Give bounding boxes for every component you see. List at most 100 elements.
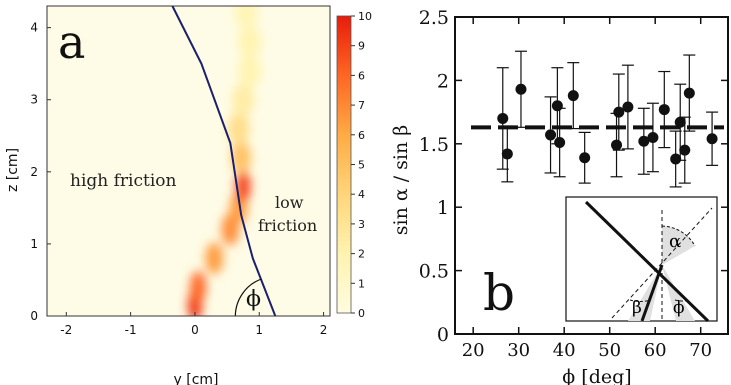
- inset-phi-label: ϕ: [673, 298, 685, 318]
- panel-a-frame: [46, 5, 331, 317]
- panel-b-label: b: [483, 264, 515, 322]
- point-marker-11: [638, 135, 650, 147]
- point-marker-12: [647, 131, 659, 143]
- data-points: [496, 50, 719, 188]
- colorbar: [336, 15, 352, 314]
- colorbar-tick-label-3: 3: [358, 218, 365, 231]
- data-point-14: [669, 130, 682, 188]
- data-point-12: [646, 102, 659, 173]
- phi-angle-arc: [234, 278, 262, 317]
- panel-b-x-label: ϕ [deg]: [562, 366, 631, 385]
- b-y-tick-label-5: 2.5: [419, 7, 449, 29]
- heat-blob-5: [235, 170, 251, 203]
- data-point-13: [658, 70, 671, 149]
- b-y-tick-label-0: 0: [437, 324, 449, 346]
- a-x-tick-label-3: 1: [255, 323, 263, 337]
- b-y-tick-label-1: 0.5: [419, 261, 449, 283]
- heat-blob-9: [237, 54, 262, 87]
- a-y-tick-label-4: 4: [30, 21, 38, 35]
- data-point-18: [706, 111, 719, 166]
- inset-alpha-arc: [661, 225, 696, 247]
- b-y-tick-label-3: 1.5: [419, 134, 449, 156]
- annotation-friction: friction: [258, 216, 317, 235]
- data-point-11: [637, 107, 650, 175]
- panel-a-x-ticks: -2 -1 0 1 2: [60, 312, 327, 337]
- inset-diagram: α β ϕ: [565, 196, 718, 323]
- point-marker-14: [670, 153, 682, 165]
- heat-blob-6: [231, 141, 252, 174]
- point-marker-1: [501, 148, 513, 160]
- panel-a: -2 -1 0 1 2 0 1 2 3 4 a y [cm] z [cm] high frict…: [5, 5, 372, 385]
- a-y-tick-label-0: 0: [30, 309, 38, 323]
- a-y-tick-label-2: 2: [30, 165, 38, 179]
- point-marker-10: [622, 101, 634, 113]
- inset-incident-ray: [640, 264, 664, 322]
- a-y-tick-label-1: 1: [30, 237, 38, 251]
- data-point-9: [612, 73, 625, 151]
- colorbar-tick-label-6: 6: [358, 129, 365, 142]
- heatmap-background: [47, 6, 330, 316]
- point-marker-18: [706, 133, 718, 145]
- a-x-tick-label-4: 2: [320, 323, 328, 337]
- heat-blob-2: [205, 242, 224, 275]
- panel-b: 20 30 40 50 60 70 0 0.5 1 1.5 2 2.5 b ϕ [deg] sin …: [390, 7, 729, 385]
- colorbar-tick-label-4: 4: [358, 188, 365, 201]
- point-marker-16: [679, 144, 691, 156]
- a-x-tick-label-0: -2: [60, 323, 72, 337]
- panel-b-x-ticks: 20 30 40 50 60 70: [462, 17, 712, 361]
- data-point-7: [578, 131, 591, 184]
- data-point-3: [544, 96, 557, 174]
- annotation-high-friction: high friction: [70, 171, 177, 191]
- friction-interface-line: [171, 5, 277, 317]
- point-marker-0: [497, 112, 509, 124]
- point-marker-8: [611, 139, 623, 151]
- point-marker-3: [545, 129, 557, 141]
- point-marker-15: [674, 116, 686, 128]
- panel-a-x-label: y [cm]: [174, 372, 219, 385]
- heat-blob-11: [234, 6, 259, 30]
- a-x-tick-label-2: 0: [191, 323, 199, 337]
- panel-b-y-ticks: 0 0.5 1 1.5 2 2.5: [419, 7, 728, 346]
- point-marker-9: [613, 106, 625, 118]
- point-marker-2: [515, 83, 527, 95]
- panel-a-y-ticks: 0 1 2 3 4: [30, 21, 51, 323]
- colorbar-tick-label-1: 1: [358, 277, 365, 290]
- b-x-tick-label-2: 40: [553, 340, 576, 361]
- data-point-5: [553, 107, 566, 178]
- point-marker-4: [551, 100, 563, 112]
- inset-phi-arc: [674, 299, 691, 302]
- b-y-tick-label-2: 1: [437, 197, 449, 219]
- colorbar-tick-label-7: 7: [358, 99, 365, 112]
- point-marker-5: [554, 137, 566, 149]
- b-x-tick-label-3: 50: [598, 340, 621, 361]
- inset-alpha-label: α: [669, 231, 681, 252]
- b-x-tick-label-0: 20: [462, 340, 485, 361]
- annotation-low: low: [275, 193, 304, 212]
- colorbar-ticks: 0 1 2 3 4 5 6 7 6 9 10: [351, 10, 372, 320]
- panel-a-label: a: [58, 15, 85, 69]
- b-x-tick-label-5: 70: [689, 340, 712, 361]
- colorbar-tick-label-5: 5: [358, 159, 365, 172]
- point-marker-17: [683, 87, 695, 99]
- inset-beta-label: β: [632, 298, 642, 318]
- colorbar-tick-label-0: 0: [358, 307, 365, 320]
- point-marker-7: [579, 152, 591, 164]
- panel-b-y-label: sin α / sin β: [390, 125, 412, 236]
- data-point-1: [501, 125, 514, 183]
- inset-beta-wedge: [628, 265, 662, 321]
- b-y-tick-label-4: 2: [437, 70, 449, 92]
- a-y-tick-label-3: 3: [30, 93, 38, 107]
- colorbar-tick-label-9: 9: [358, 40, 365, 53]
- data-point-10: [621, 64, 634, 150]
- data-point-6: [567, 62, 580, 130]
- inset-refracted-dash: [611, 207, 713, 319]
- phi-symbol: ϕ: [246, 287, 261, 312]
- point-marker-6: [567, 90, 579, 102]
- heatmap-band: [187, 6, 262, 316]
- heat-blob-10: [237, 26, 262, 59]
- colorbar-tick-label-10: 10: [358, 10, 372, 23]
- data-point-17: [683, 54, 696, 132]
- point-marker-13: [658, 104, 670, 116]
- heat-blob-7: [227, 112, 250, 145]
